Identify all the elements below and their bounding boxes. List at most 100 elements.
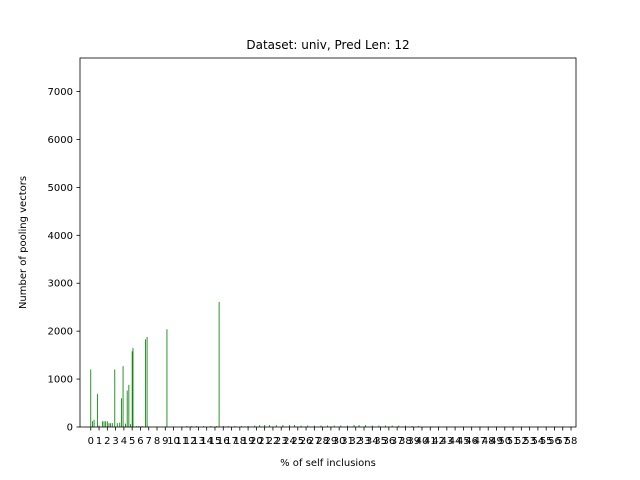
- x-tick-label: 16: [217, 436, 230, 447]
- y-tick-label: 0: [67, 423, 73, 434]
- bar-26: [145, 339, 146, 427]
- x-tick-label: 37: [391, 436, 404, 447]
- x-tick-label: 4: [121, 436, 127, 447]
- bar-53: [327, 425, 328, 427]
- bar-46: [282, 425, 284, 427]
- x-tick-label: 9: [162, 436, 168, 447]
- x-tick-label: 14: [200, 436, 213, 447]
- bar-25: [141, 426, 143, 427]
- x-tick-label: 20: [250, 436, 263, 447]
- x-tick-label: 45: [457, 436, 470, 447]
- x-tick-label: 3: [112, 436, 118, 447]
- bar-44: [269, 425, 271, 427]
- x-tick-label: 43: [440, 436, 453, 447]
- x-tick-label: 21: [258, 436, 271, 447]
- bar-63: [391, 425, 393, 427]
- bar-54: [333, 425, 335, 427]
- plot-frame: [79, 57, 577, 428]
- x-tick-label: 33: [358, 436, 371, 447]
- x-tick-label: 47: [474, 436, 487, 447]
- y-tick-label: 4000: [48, 231, 73, 242]
- bar-21: [131, 351, 133, 427]
- bar-47: [289, 425, 290, 427]
- bar-56: [347, 425, 348, 427]
- y-axis-label: Number of pooling vectors: [18, 176, 29, 309]
- x-tick-label: 35: [374, 436, 387, 447]
- bar-8: [106, 421, 108, 427]
- bar-42: [259, 425, 261, 427]
- bar-19: [128, 384, 130, 427]
- bar-2: [93, 419, 95, 427]
- bar-0: [90, 369, 92, 427]
- bar-1: [92, 421, 93, 427]
- bar-40: [247, 426, 249, 427]
- x-tick-label: 42: [432, 436, 445, 447]
- bar-27: [146, 336, 148, 427]
- bar-57: [353, 425, 355, 427]
- x-tick-label: 41: [424, 436, 437, 447]
- bar-20: [130, 424, 131, 427]
- bar-41: [254, 425, 256, 427]
- bar-48: [294, 425, 295, 427]
- x-tick-label: 36: [382, 436, 395, 447]
- bar-11: [111, 423, 113, 427]
- bar-38: [234, 426, 236, 427]
- bar-43: [264, 425, 266, 427]
- bar-37: [227, 426, 229, 427]
- bar-51: [313, 425, 315, 427]
- x-tick-label: 50: [498, 436, 511, 447]
- x-tick-label: 15: [209, 436, 222, 447]
- x-tick-label: 51: [507, 436, 520, 447]
- x-tick-label: 46: [465, 436, 478, 447]
- x-tick-label: 38: [399, 436, 412, 447]
- bar-45: [275, 425, 277, 427]
- bar-55: [340, 425, 342, 427]
- x-tick-label: 57: [556, 436, 569, 447]
- y-tick-label: 2000: [48, 327, 73, 338]
- bar-58: [358, 425, 360, 427]
- x-tick-label: 24: [283, 436, 296, 447]
- x-tick-label: 28: [316, 436, 329, 447]
- x-tick-label: 6: [137, 436, 143, 447]
- bar-50: [307, 425, 309, 427]
- bar-34: [216, 426, 218, 427]
- bar-32: [202, 426, 204, 427]
- x-tick-label: 12: [184, 436, 197, 447]
- x-tick-label: 13: [192, 436, 205, 447]
- x-tick-label: 55: [540, 436, 553, 447]
- bar-10: [110, 423, 112, 427]
- bar-65: [405, 425, 406, 427]
- x-tick-label: 25: [291, 436, 304, 447]
- x-tick-label: 58: [565, 436, 578, 447]
- x-tick-label: 32: [349, 436, 362, 447]
- bar-3: [96, 393, 98, 427]
- bar-36: [222, 426, 224, 427]
- x-tick-label: 11: [175, 436, 188, 447]
- x-tick-label: 1: [96, 436, 102, 447]
- bar-29: [186, 426, 188, 427]
- x-tick-label: 7: [146, 436, 152, 447]
- bar-64: [398, 425, 400, 427]
- bar-67: [418, 426, 420, 427]
- bar-35: [218, 301, 220, 427]
- bar-30: [191, 426, 193, 427]
- y-tick-label: 1000: [48, 375, 73, 386]
- bar-5: [101, 421, 103, 427]
- bar-59: [365, 425, 367, 427]
- bar-31: [196, 426, 198, 427]
- x-tick-label: 22: [267, 436, 280, 447]
- x-tick-label: 8: [154, 436, 160, 447]
- x-tick-label: 0: [88, 436, 94, 447]
- bar-13: [116, 423, 118, 427]
- x-tick-label: 56: [548, 436, 561, 447]
- x-tick-label: 54: [532, 436, 545, 447]
- bar-61: [378, 425, 380, 427]
- bar-15: [120, 398, 122, 427]
- bar-6: [103, 421, 105, 427]
- x-tick-label: 18: [233, 436, 246, 447]
- bar-17: [125, 423, 126, 427]
- x-tick-label: 5: [129, 436, 135, 447]
- x-axis-ticks: 0 1 2 3 4 5 6 7 8 9101112131415161718192021222324…: [88, 427, 578, 447]
- bar-16: [122, 366, 124, 427]
